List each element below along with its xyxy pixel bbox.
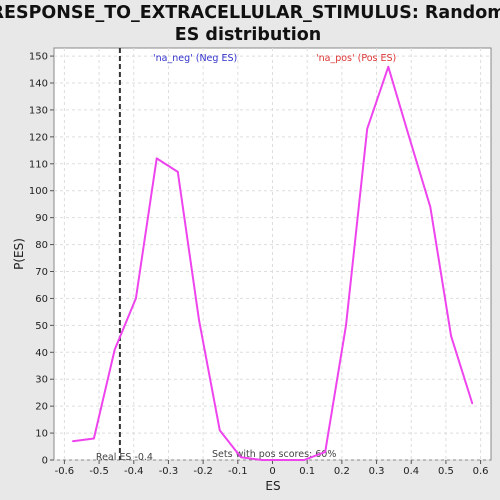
x-tick-label: 0.2 <box>334 466 350 477</box>
x-tick-label: -0.4 <box>124 466 144 477</box>
y-tick-label: 80 <box>35 240 48 251</box>
x-tick-label: 0.1 <box>299 466 315 477</box>
data-point <box>282 459 284 461</box>
y-tick-label: 110 <box>29 159 48 170</box>
y-tick-label: 70 <box>35 267 48 278</box>
data-point <box>71 440 74 442</box>
data-point <box>429 206 432 208</box>
data-point <box>113 348 116 351</box>
y-tick-label: 100 <box>29 186 48 197</box>
y-tick-label: 30 <box>35 375 48 386</box>
x-tick-label: 0 <box>269 466 275 477</box>
real-es-label: Real ES -0.4 <box>96 452 153 463</box>
y-tick-label: 40 <box>35 348 48 359</box>
data-point <box>155 157 158 160</box>
data-point <box>261 459 263 461</box>
y-tick-label: 20 <box>35 402 48 413</box>
x-axis-label: ES <box>265 479 280 493</box>
y-tick-label: 120 <box>29 132 48 143</box>
y-tick-label: 50 <box>35 321 48 332</box>
data-point <box>177 171 179 173</box>
x-tick-label: 0.6 <box>473 466 489 477</box>
y-tick-label: 130 <box>29 105 48 116</box>
data-point <box>218 429 221 432</box>
x-tick-label: -0.2 <box>193 466 213 477</box>
x-tick-label: -0.1 <box>228 466 248 477</box>
chart-title-line-2: ES distribution <box>175 25 321 45</box>
y-axis-label: P(ES) <box>12 238 26 270</box>
series <box>71 65 474 461</box>
data-point <box>324 451 327 453</box>
y-tick-label: 60 <box>35 294 48 305</box>
y-tick-label: 150 <box>29 52 48 63</box>
data-point <box>135 297 137 300</box>
data-point <box>450 335 452 337</box>
y-tick-label: 90 <box>35 213 48 224</box>
x-tick-label: -0.6 <box>55 466 75 477</box>
y-tick-label: 140 <box>29 79 48 90</box>
x-tick-label: -0.3 <box>159 466 179 477</box>
data-point <box>303 459 305 461</box>
grid <box>54 48 491 461</box>
y-axis: 0 10 20 30 40 50 60 70 80 90 100 110 120 130 140 150 <box>29 52 54 467</box>
data-point <box>240 456 242 459</box>
pos-es-label: 'na_pos' (Pos ES) <box>316 53 396 64</box>
data-point <box>345 324 347 327</box>
sets-pos-scores-label: Sets with pos scores: 60% <box>212 449 336 460</box>
data-point <box>387 66 390 68</box>
chart-title-line-1: RESPONSE_TO_EXTRACELLULAR_STIMULUS: Rand… <box>0 3 500 23</box>
x-axis: -0.6 -0.5 -0.4 -0.3 -0.2 -0.1 0 0.1 0.2 0.3 0.4 0.5… <box>55 460 489 477</box>
x-tick-label: 0.4 <box>403 466 419 477</box>
data-point <box>198 319 200 321</box>
x-tick-label: -0.5 <box>89 466 109 477</box>
x-tick-label: 0.3 <box>369 466 385 477</box>
neg-es-label: 'na_neg' (Neg ES) <box>153 53 237 64</box>
es-distribution-line <box>72 65 474 461</box>
data-point <box>471 402 474 405</box>
x-tick-label: 0.5 <box>438 466 454 477</box>
data-point <box>408 136 410 138</box>
y-tick-label: 10 <box>35 429 48 440</box>
y-tick-label: 0 <box>42 456 48 467</box>
data-point <box>93 437 95 440</box>
data-point <box>366 127 368 130</box>
